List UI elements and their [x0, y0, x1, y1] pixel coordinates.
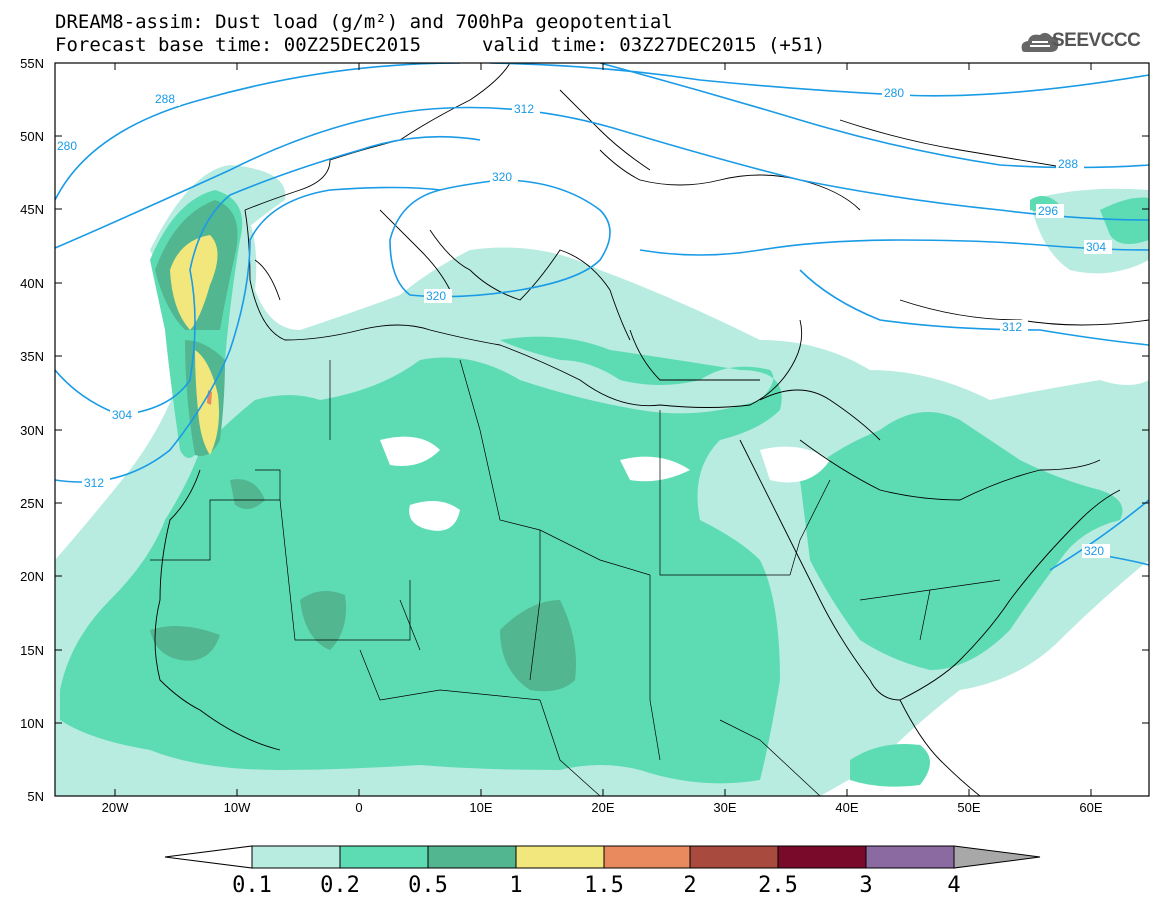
contour-label: 280 [884, 86, 904, 100]
colorbar-swatch [427, 845, 517, 869]
lat-label: 25N [20, 496, 44, 511]
colorbar-label: 3 [859, 873, 873, 898]
contour-labels: 288 280 312 320 280 288 296 304 320 312 … [57, 86, 1112, 558]
colorbar-label: 1.5 [584, 873, 624, 898]
coastlines [154, 63, 1149, 796]
contour-label: 320 [1084, 544, 1104, 558]
colorbar-swatch [865, 845, 955, 869]
forecast-base-time: Forecast base time: 00Z25DEC2015 [55, 34, 422, 56]
lon-label: 60E [1079, 800, 1103, 815]
lon-label: 30E [713, 800, 737, 815]
lon-label: 40E [835, 800, 859, 815]
colorbar-swatch [777, 845, 867, 869]
seevccc-logo [1021, 32, 1059, 52]
lon-label: 10W [223, 800, 251, 815]
borders [150, 359, 1001, 796]
colorbar-swatch [339, 845, 429, 869]
lat-label: 45N [20, 202, 44, 217]
colorbar-swatch [515, 845, 605, 869]
lat-label: 15N [20, 643, 44, 658]
colorbar [164, 845, 1041, 869]
colorbar-label: 2 [683, 873, 697, 898]
colorbar-min-arrow [164, 845, 253, 869]
colorbar-swatch [603, 845, 691, 869]
contour-label: 312 [84, 476, 104, 490]
lon-label: 0 [355, 800, 363, 815]
colorbar-label: 2.5 [758, 873, 798, 898]
logo-text: SEEVCCC [1052, 30, 1141, 51]
contour-label: 312 [514, 102, 534, 116]
lat-label: 35N [20, 349, 44, 364]
lon-label: 10E [469, 800, 493, 815]
lon-label: 20E [591, 800, 615, 815]
dust-level-0.2 [60, 336, 782, 784]
lat-label: 30N [20, 423, 44, 438]
contour-label: 320 [426, 289, 446, 303]
lon-label: 50E [957, 800, 981, 815]
axis-ticks [55, 62, 1149, 796]
lat-label: 50N [20, 129, 44, 144]
contour-label: 320 [492, 170, 512, 184]
lat-label: 40N [20, 276, 44, 291]
colorbar-swatch [251, 845, 341, 869]
contour-label: 296 [1038, 204, 1058, 218]
map-title: DREAM8-assim: Dust load (g/m²) and 700hP… [55, 11, 673, 33]
colorbar-label: 0.5 [408, 873, 448, 898]
contour-label: 280 [57, 139, 77, 153]
valid-time: valid time: 03Z27DEC2015 (+51) [482, 34, 826, 56]
contour-label: 288 [155, 92, 175, 106]
dust-level-1 [170, 235, 218, 330]
contour-label: 288 [1058, 157, 1078, 171]
contour-label: 312 [1002, 320, 1022, 334]
colorbar-label: 4 [947, 873, 961, 898]
lat-label: 5N [27, 789, 44, 804]
lat-label: 20N [20, 569, 44, 584]
colorbar-label: 0.2 [320, 873, 360, 898]
colorbar-max-arrow [953, 845, 1041, 869]
colorbar-label: 1 [509, 873, 523, 898]
dust-fields [55, 165, 1149, 796]
contour-label: 304 [112, 408, 132, 422]
colorbar-label: 0.1 [232, 873, 272, 898]
contour-label: 304 [1086, 240, 1106, 254]
colorbar-swatch [689, 845, 779, 869]
lat-label: 10N [20, 716, 44, 731]
lon-label: 20W [101, 800, 129, 815]
lat-label: 55N [20, 56, 44, 71]
